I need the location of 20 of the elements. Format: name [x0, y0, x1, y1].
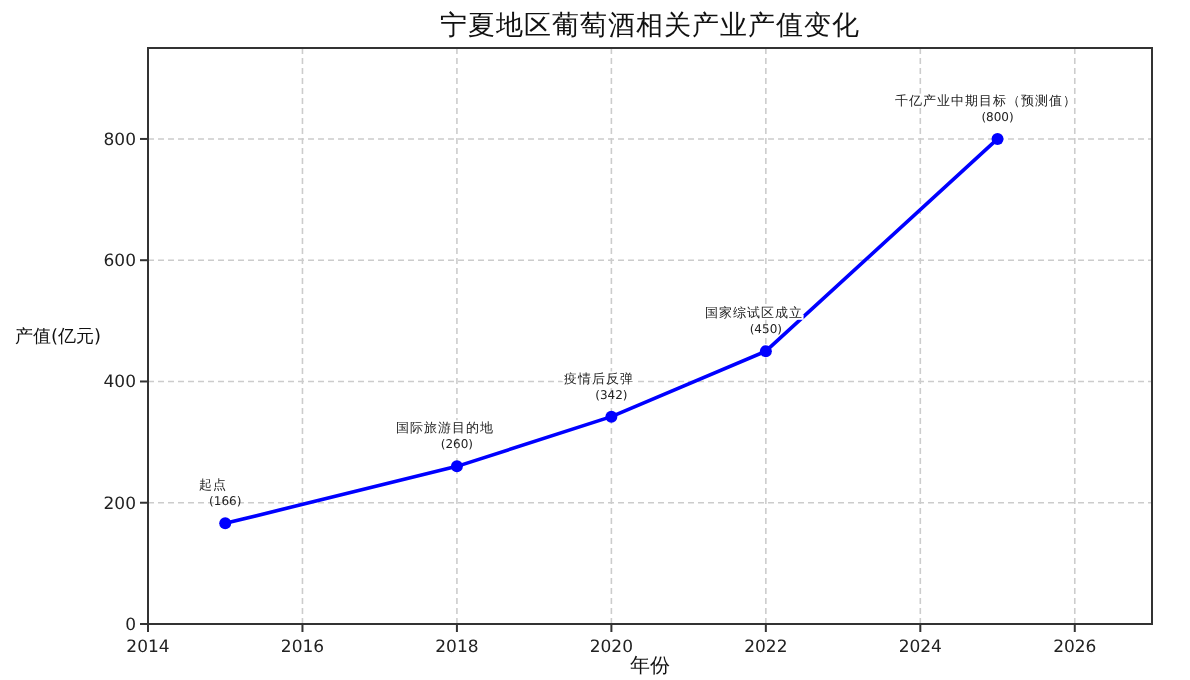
point: [450, 460, 463, 473]
y-tick-label: 600: [103, 252, 136, 273]
point: [219, 517, 232, 530]
point: [605, 410, 618, 423]
y-tick-label: 0: [125, 616, 136, 636]
x-tick-label: 2020: [589, 638, 634, 658]
y-axis-title: 产值(亿元): [14, 326, 102, 348]
y-tick-label: 200: [103, 494, 136, 515]
x-tick-label: 2024: [898, 638, 942, 658]
point: [759, 345, 772, 358]
x-tick-label: 2018: [435, 638, 479, 658]
point: [991, 132, 1004, 145]
x-axis-title: 年份: [630, 654, 670, 678]
x-tick-label: 2022: [744, 638, 788, 658]
x-tick-label: 2014: [126, 638, 170, 658]
x-tick-label: 2026: [1053, 638, 1097, 658]
chart-title: 宁夏地区葡萄酒相关产业产值变化: [440, 10, 860, 42]
y-tick-label: 400: [103, 373, 136, 394]
x-tick-label: 2016: [280, 638, 325, 658]
y-tick-label: 800: [103, 130, 136, 151]
